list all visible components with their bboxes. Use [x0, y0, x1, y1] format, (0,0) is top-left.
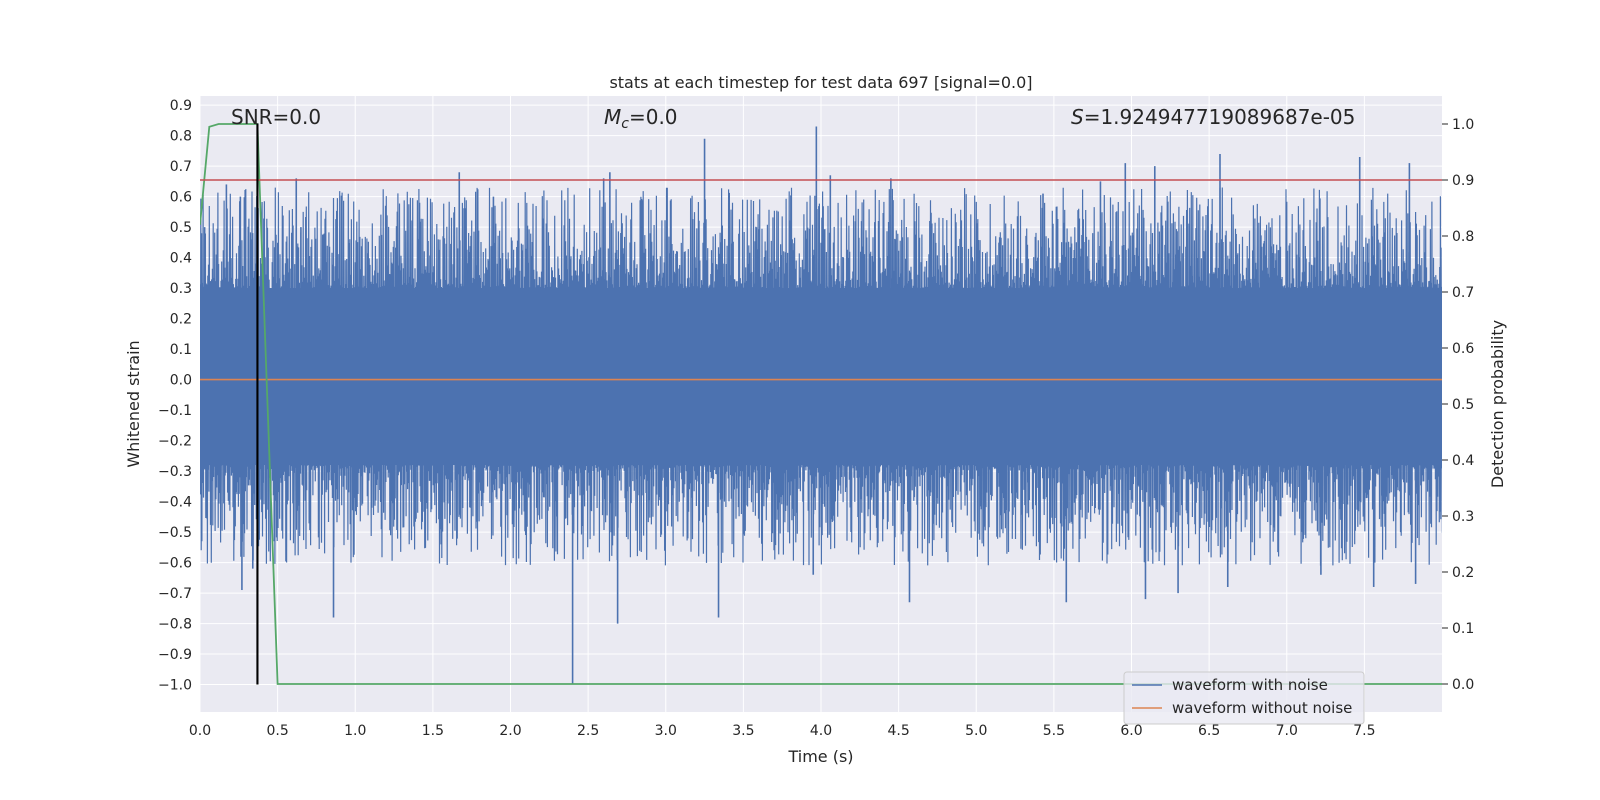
y-tick-label: 0.4: [170, 251, 192, 267]
x-tick-label: 6.5: [1198, 723, 1220, 739]
y-tick-label: −0.9: [158, 647, 192, 663]
y-axis-label: Whitened strain: [124, 340, 143, 467]
x-tick-label: 2.5: [577, 723, 599, 739]
chirp-mass-annotation: Mc=0.0: [604, 105, 678, 132]
x-tick-label: 5.5: [1043, 723, 1065, 739]
y-tick-label: −0.2: [158, 434, 192, 450]
legend-label-clean: waveform without noise: [1172, 699, 1352, 717]
x-tick-label: 7.0: [1276, 723, 1298, 739]
y2-tick-label: 0.9: [1452, 173, 1474, 189]
y-tick-label: −0.5: [158, 525, 192, 541]
y-tick-label: 0.7: [170, 159, 192, 175]
chart-title: stats at each timestep for test data 697…: [609, 73, 1032, 92]
s-statistic-value: =1.924947719089687e-05: [1084, 105, 1356, 129]
y-tick-label: −0.6: [158, 556, 192, 572]
y2-axis-ticks: 1.0 0.9 0.8 0.7 0.6 0.5 0.4 0.3 0.2 0.1 0.0: [1442, 117, 1474, 693]
y-tick-label: 0.8: [170, 129, 192, 145]
y2-tick-label: 0.0: [1452, 677, 1474, 693]
y-axis-ticks: 0.9 0.8 0.7 0.6 0.5 0.4 0.3 0.2 0.1 0.0 −0.1 −0.2 −0…: [158, 98, 192, 693]
legend-label-noise: waveform with noise: [1172, 676, 1328, 694]
y-tick-label: −0.8: [158, 617, 192, 633]
y-tick-label: −0.3: [158, 464, 192, 480]
y-tick-label: 0.3: [170, 281, 192, 297]
s-statistic-symbol: S: [1071, 105, 1084, 129]
y-tick-label: 0.2: [170, 312, 192, 328]
x-tick-label: 0.0: [189, 723, 211, 739]
y2-tick-label: 0.5: [1452, 397, 1474, 413]
legend: waveform with noise waveform without noi…: [1123, 671, 1365, 725]
series-detection-probability: [200, 123, 1442, 685]
x-tick-label: 3.0: [655, 723, 677, 739]
plot-area: [200, 123, 1442, 685]
x-tick-label: 1.5: [422, 723, 444, 739]
x-axis-label: Time (s): [787, 747, 853, 766]
y-tick-label: −0.1: [158, 403, 192, 419]
legend-box: [1123, 671, 1365, 725]
y2-tick-label: 0.2: [1452, 565, 1474, 581]
y-tick-label: 0.1: [170, 342, 192, 358]
x-tick-label: 5.0: [965, 723, 987, 739]
x-tick-label: 7.5: [1353, 723, 1375, 739]
y-tick-label: 0.0: [170, 373, 192, 389]
x-axis-ticks: 0.0 0.5 1.0 1.5 2.0 2.5 3.0 3.5 4.0 4.5 5.0 5.5 6.0 6…: [189, 723, 1376, 739]
y2-tick-label: 0.7: [1452, 285, 1474, 301]
y2-tick-label: 0.4: [1452, 453, 1474, 469]
y2-tick-label: 0.1: [1452, 621, 1474, 637]
y-tick-label: 0.9: [170, 98, 192, 114]
s-statistic-annotation: S=1.924947719089687e-05: [1071, 105, 1355, 129]
x-tick-label: 4.5: [887, 723, 909, 739]
y-tick-label: 0.5: [170, 220, 192, 236]
y2-axis-label: Detection probability: [1488, 320, 1507, 488]
snr-annotation: SNR=0.0: [231, 105, 321, 129]
chirp-mass-subscript: c: [621, 116, 629, 132]
chirp-mass-value: =0.0: [629, 105, 678, 129]
series-layer: [200, 123, 1442, 685]
x-tick-label: 6.0: [1120, 723, 1142, 739]
y-tick-label: −0.4: [158, 495, 192, 511]
y2-tick-label: 0.3: [1452, 509, 1474, 525]
x-tick-label: 4.0: [810, 723, 832, 739]
x-tick-label: 2.0: [499, 723, 521, 739]
chirp-mass-symbol: M: [604, 105, 621, 129]
x-tick-label: 1.0: [344, 723, 366, 739]
y2-tick-label: 0.6: [1452, 341, 1474, 357]
y-tick-label: −0.7: [158, 586, 192, 602]
y-tick-label: −1.0: [158, 678, 192, 694]
y2-tick-label: 1.0: [1452, 117, 1474, 133]
y2-tick-label: 0.8: [1452, 229, 1474, 245]
x-tick-label: 0.5: [266, 723, 288, 739]
series-waveform-with-noise: [200, 187, 1442, 566]
x-tick-label: 3.5: [732, 723, 754, 739]
y-tick-label: 0.6: [170, 190, 192, 206]
